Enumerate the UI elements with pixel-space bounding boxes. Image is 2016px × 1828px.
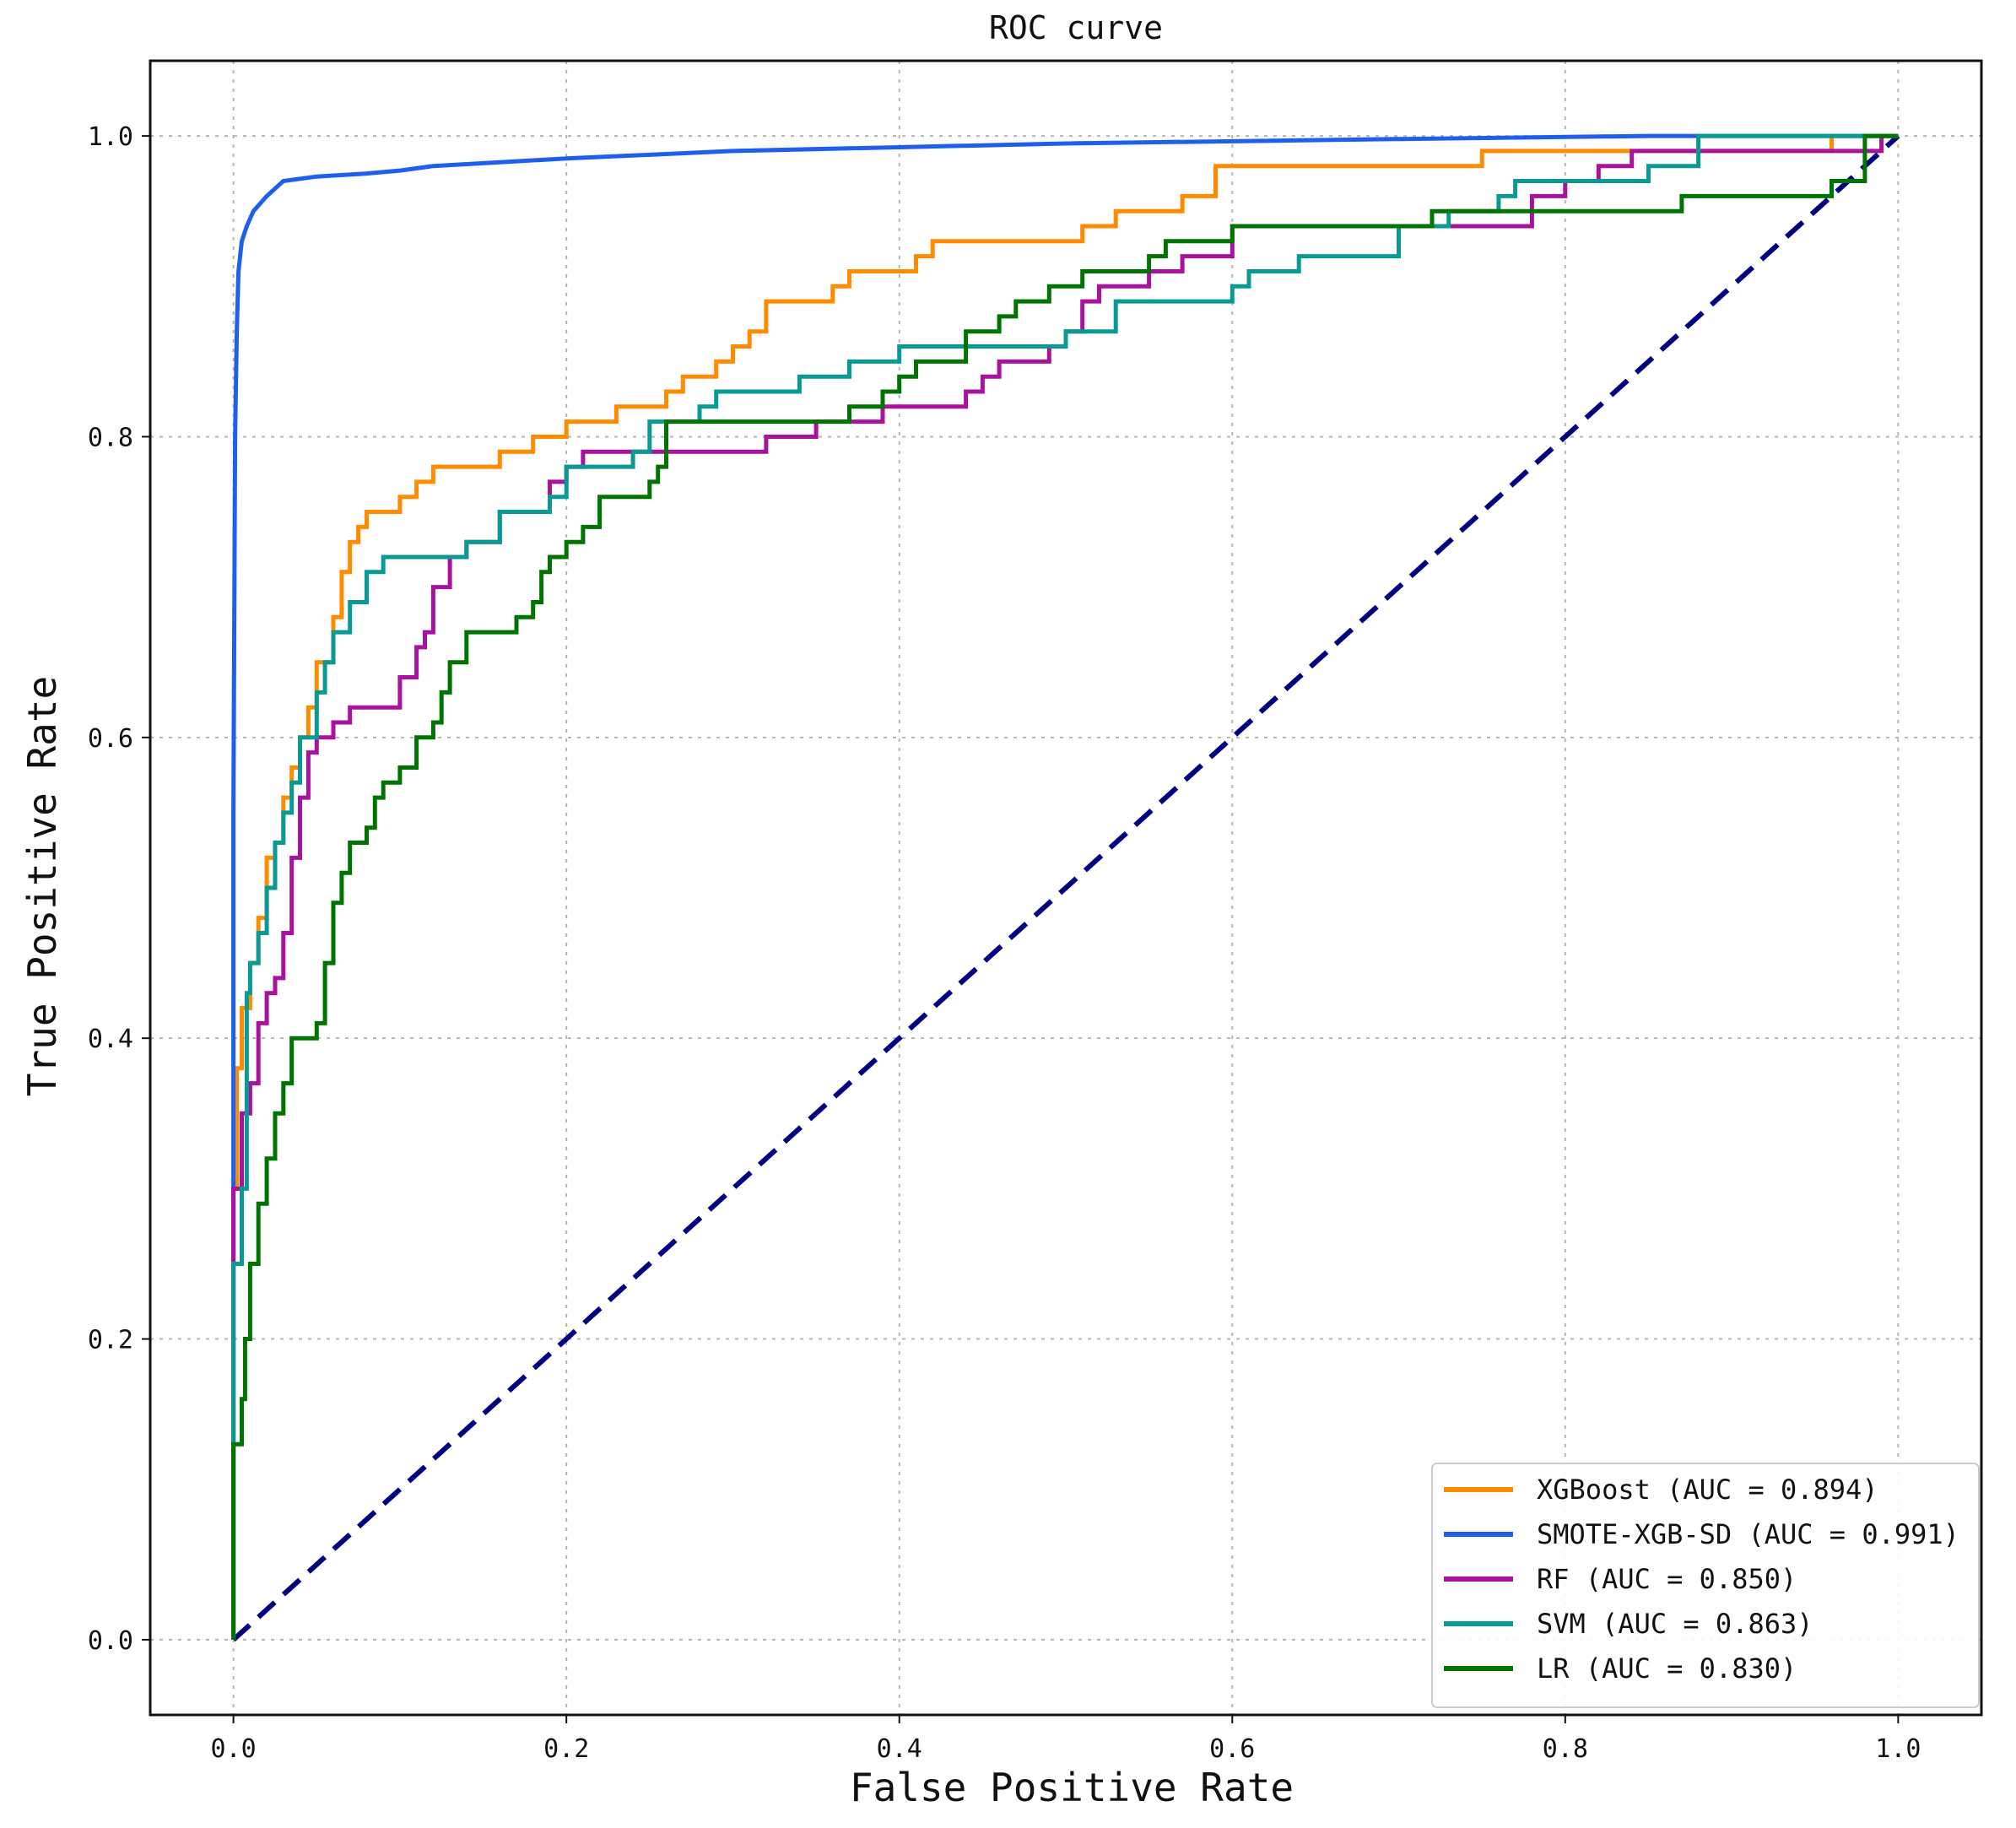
axis-ticks: 0.0 0.2 0.4 0.6 0.8 1.0 0.0 0.2 0.4 0.6 0.8 1.0 [88,122,1921,1764]
legend-label-smote-xgb-sd: SMOTE-XGB-SD (AUC = 0.991) [1537,1518,1959,1550]
y-axis-label: True Positive Rate [19,676,65,1097]
y-tick-label: 0.0 [88,1626,133,1656]
x-tick-label: 0.4 [877,1734,922,1764]
plot-frame [149,59,1983,1717]
x-tick-label: 0.0 [211,1734,257,1764]
x-tick-label: 0.2 [543,1734,589,1764]
legend-label-xgboost: XGBoost (AUC = 0.894) [1537,1474,1878,1506]
legend-label-lr: LR (AUC = 0.830) [1537,1652,1797,1685]
x-tick-label: 0.6 [1209,1734,1255,1764]
chance-diagonal-line [231,133,1900,1642]
series-line-smote-xgb-sd [231,133,1899,1640]
y-tick-label: 0.6 [88,724,133,754]
y-tick-label: 0.2 [88,1326,133,1355]
y-tick-label: 0.8 [88,423,133,452]
series-line-svm [231,133,1899,1640]
x-axis-label: False Positive Rate [850,1765,1294,1810]
x-tick-label: 1.0 [1875,1734,1921,1764]
legend-label-rf: RF (AUC = 0.850) [1537,1563,1797,1595]
chart-title: ROC curve [989,9,1163,46]
legend-box [1431,1463,1980,1708]
x-tick-label: 0.8 [1543,1734,1588,1764]
series-line-lr [231,133,1899,1640]
y-tick-label: 0.4 [88,1025,133,1054]
series-lines [231,133,1899,1640]
legend-label-svm: SVM (AUC = 0.863) [1537,1608,1813,1640]
legend: XGBoost (AUC = 0.894) SMOTE-XGB-SD (AUC =… [1431,1463,1980,1708]
diagonal-layer [231,133,1900,1642]
y-tick-label: 1.0 [88,122,133,152]
